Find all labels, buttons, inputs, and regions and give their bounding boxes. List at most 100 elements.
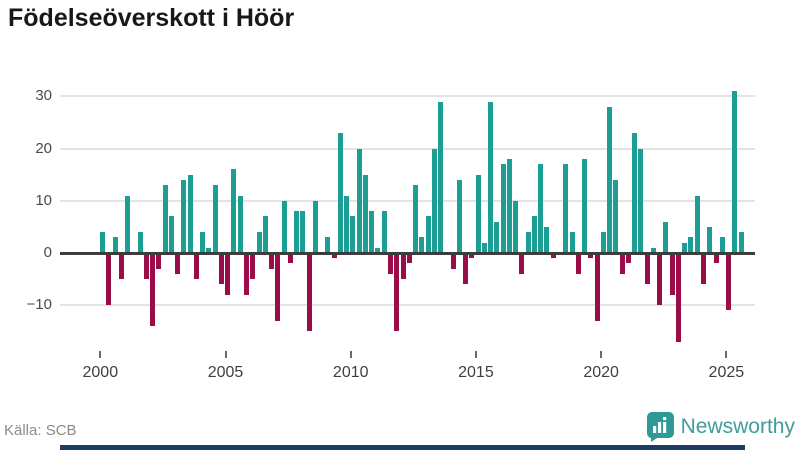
gridline-y--10 [60, 304, 755, 307]
bar-2019-q2 [582, 159, 588, 253]
x-axis-label-2025: 2025 [708, 364, 745, 381]
bar-2005-q2 [231, 169, 237, 253]
x-tick-2000 [99, 351, 102, 358]
bar-2021-q4 [644, 253, 650, 285]
bar-2014-q4 [469, 253, 475, 259]
x-axis-label-2020: 2020 [583, 364, 619, 381]
bar-2012-q1 [400, 253, 406, 280]
bar-2023-q3 [688, 237, 694, 253]
bar-2015-q4 [494, 221, 500, 253]
bar-2015-q2 [481, 242, 487, 253]
bar-2013-q1 [425, 216, 431, 253]
bar-2006-q3 [262, 216, 268, 253]
x-tick-2020 [600, 351, 603, 358]
bar-2004-q1 [200, 232, 206, 253]
x-tick-2010 [349, 351, 352, 358]
bar-2019-q1 [575, 253, 581, 274]
bar-2023-q1 [675, 253, 681, 342]
bar-2023-q2 [682, 242, 688, 253]
bar-2008-q2 [306, 253, 312, 332]
bar-2003-q3 [187, 174, 193, 253]
bar-2002-q2 [156, 253, 162, 269]
y-axis-label-30: 30 [35, 87, 52, 105]
bar-2016-q4 [519, 253, 525, 274]
bar-2000-q2 [106, 253, 112, 306]
bar-2004-q2 [206, 247, 212, 253]
bar-2022-q1 [650, 247, 656, 253]
bar-2010-q3 [362, 174, 368, 253]
zero-axis-line [60, 252, 755, 255]
bar-2023-q4 [694, 195, 700, 253]
bar-2022-q3 [663, 221, 669, 253]
bar-2007-q2 [281, 200, 287, 253]
bar-2011-q4 [394, 253, 400, 332]
bar-2007-q3 [287, 253, 293, 264]
bar-2022-q2 [657, 253, 663, 306]
bar-2014-q3 [463, 253, 469, 285]
bar-2010-q1 [350, 216, 356, 253]
bar-2021-q3 [638, 148, 644, 253]
bar-2009-q1 [325, 237, 331, 253]
bar-2000-q1 [100, 232, 105, 253]
bar-2005-q3 [237, 195, 243, 253]
bar-2025-q1 [726, 253, 732, 311]
x-axis-label-2015: 2015 [458, 364, 494, 381]
bar-2011-q1 [375, 247, 381, 253]
bar-2003-q1 [175, 253, 181, 274]
bar-2002-q3 [162, 185, 168, 253]
bar-2013-q3 [438, 101, 444, 253]
bar-2002-q1 [150, 253, 156, 327]
newsworthy-logo: Newsworthy [646, 412, 795, 442]
newsworthy-bubble-icon [646, 412, 674, 442]
bar-2024-q3 [713, 253, 719, 264]
bar-2006-q4 [269, 253, 275, 269]
bar-2001-q4 [143, 253, 149, 280]
bar-2007-q1 [275, 253, 281, 321]
bar-2003-q4 [193, 253, 199, 280]
bar-2000-q4 [118, 253, 124, 280]
bar-2021-q2 [632, 132, 638, 253]
bar-2003-q2 [181, 179, 187, 253]
bar-2016-q3 [513, 200, 519, 253]
bar-2005-q1 [225, 253, 231, 295]
y-axis-label-0: 0 [43, 244, 52, 261]
bar-2021-q1 [625, 253, 631, 264]
bar-2006-q2 [256, 232, 262, 253]
bar-2018-q3 [563, 164, 569, 253]
bar-2024-q4 [719, 237, 725, 253]
bar-2006-q1 [250, 253, 256, 280]
bar-2015-q3 [488, 101, 494, 253]
bar-2025-q3 [738, 232, 744, 253]
bar-2012-q2 [406, 253, 412, 264]
bar-2014-q2 [456, 179, 462, 253]
bar-2000-q3 [112, 237, 118, 253]
bar-2020-q4 [619, 253, 625, 274]
gridline-y-10 [60, 199, 755, 202]
x-tick-2025 [725, 351, 728, 358]
bar-2008-q1 [300, 211, 306, 253]
bar-2008-q3 [312, 200, 318, 253]
x-axis-label-2010: 2010 [332, 364, 369, 381]
bar-2019-q3 [588, 253, 594, 259]
bar-2014-q1 [450, 253, 456, 269]
bar-2015-q1 [475, 174, 481, 253]
bar-2007-q4 [294, 211, 300, 253]
source-label: Källa: SCB [4, 422, 77, 439]
bar-2017-q1 [525, 232, 531, 253]
bar-2024-q1 [701, 253, 706, 285]
bar-2020-q3 [613, 179, 619, 253]
bar-2020-q2 [607, 106, 613, 253]
bar-2018-q4 [569, 232, 575, 253]
bar-2025-q2 [732, 91, 738, 253]
bar-2017-q3 [538, 164, 544, 253]
bar-2022-q4 [669, 253, 675, 295]
x-axis-label-2000: 2000 [82, 364, 119, 381]
y-axis-label-10: 10 [35, 191, 52, 209]
bar-2009-q4 [344, 195, 350, 253]
bar-2020-q1 [600, 232, 606, 253]
bar-2017-q2 [531, 216, 537, 253]
bar-2011-q2 [381, 211, 387, 253]
bar-2010-q2 [356, 148, 362, 253]
x-axis-label-2005: 2005 [207, 364, 244, 381]
bar-2004-q3 [212, 185, 218, 253]
